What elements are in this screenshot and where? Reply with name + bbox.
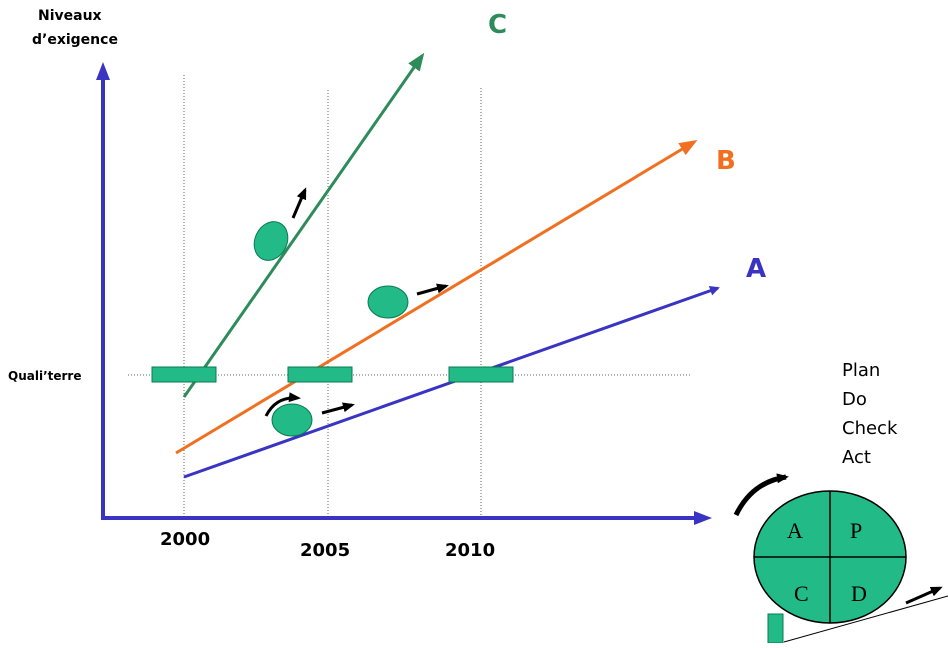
line-b <box>175 139 698 455</box>
reference-marker-2000 <box>151 366 217 383</box>
reference-marker-2010 <box>448 366 514 383</box>
reference-label: Quali’terre <box>8 369 81 383</box>
reference-marker-2005 <box>287 366 353 383</box>
pdca-step-act: Act <box>842 447 871 468</box>
cycle-arrow-b <box>416 283 449 296</box>
cycle-curved-arrow-a <box>264 392 301 417</box>
year-label-2005: 2005 <box>300 540 350 561</box>
pdca-step-check: Check <box>842 418 898 439</box>
line-label-c: C <box>488 10 507 40</box>
pdca-wheel-check: C <box>794 581 809 606</box>
cycle-arrow-c <box>291 187 307 219</box>
line-c <box>182 52 425 398</box>
cycle-ellipse-a <box>271 403 313 437</box>
line-label-b: B <box>716 146 736 176</box>
cycle-ellipse-b <box>367 285 409 319</box>
pdca-rotation-arrow <box>733 473 789 517</box>
pdca-wheel-do: D <box>851 581 867 606</box>
line-label-a: A <box>746 254 766 284</box>
ramp-line <box>783 595 948 643</box>
ramp-stop-block <box>767 613 784 644</box>
pdca-step-plan: Plan <box>842 360 880 381</box>
year-label-2000: 2000 <box>160 529 210 550</box>
cycle-arrow-a <box>321 402 355 415</box>
ramp-progress-arrow <box>905 586 943 605</box>
pdca-wheel-plan: P <box>850 518 862 543</box>
y-axis-arrowhead <box>96 62 110 80</box>
cycle-ellipse-c <box>253 221 289 261</box>
year-label-2010: 2010 <box>445 540 495 561</box>
y-axis-label-line2: d’exigence <box>32 32 118 48</box>
x-axis-arrowhead <box>694 511 712 525</box>
pdca-wheel-act: A <box>787 518 803 543</box>
pdca-step-do: Do <box>842 389 867 410</box>
y-axis-label-line1: Niveaux <box>38 8 102 24</box>
